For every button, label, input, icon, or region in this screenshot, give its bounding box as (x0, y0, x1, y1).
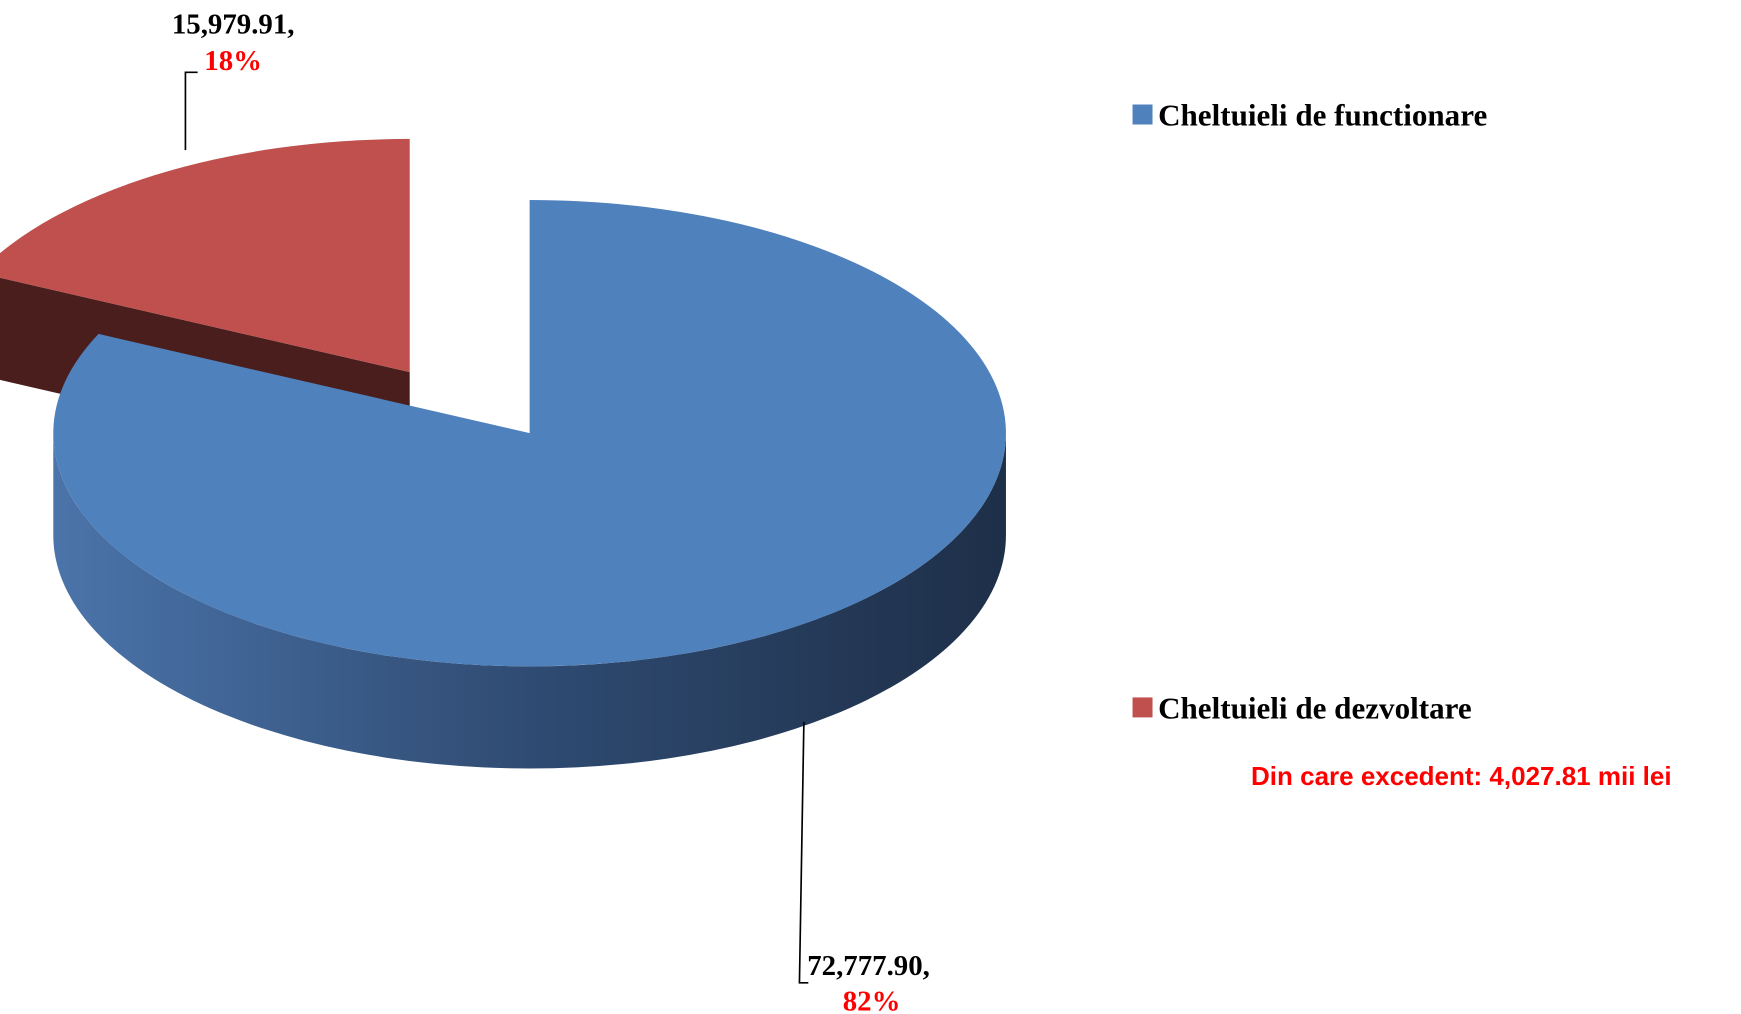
data-label: 82% (843, 986, 901, 1014)
slice (0, 138, 410, 373)
legend-label: Cheltuieli de dezvoltare (1158, 691, 1472, 726)
leader-line (184, 71, 198, 151)
data-label: 72,777.90, (807, 950, 930, 982)
legend-swatch (1132, 104, 1153, 125)
data-label: 15,979.91, (172, 8, 295, 40)
data-label: 18% (204, 45, 262, 77)
slice (53, 199, 1006, 667)
leader-line (798, 721, 809, 984)
legend-label: Cheltuieli de functionare (1158, 98, 1487, 133)
legend-swatch (1132, 697, 1153, 718)
annotation: Din care excedent: 4,027.81 mii lei (1251, 761, 1672, 791)
slice-side (53, 433, 1006, 769)
